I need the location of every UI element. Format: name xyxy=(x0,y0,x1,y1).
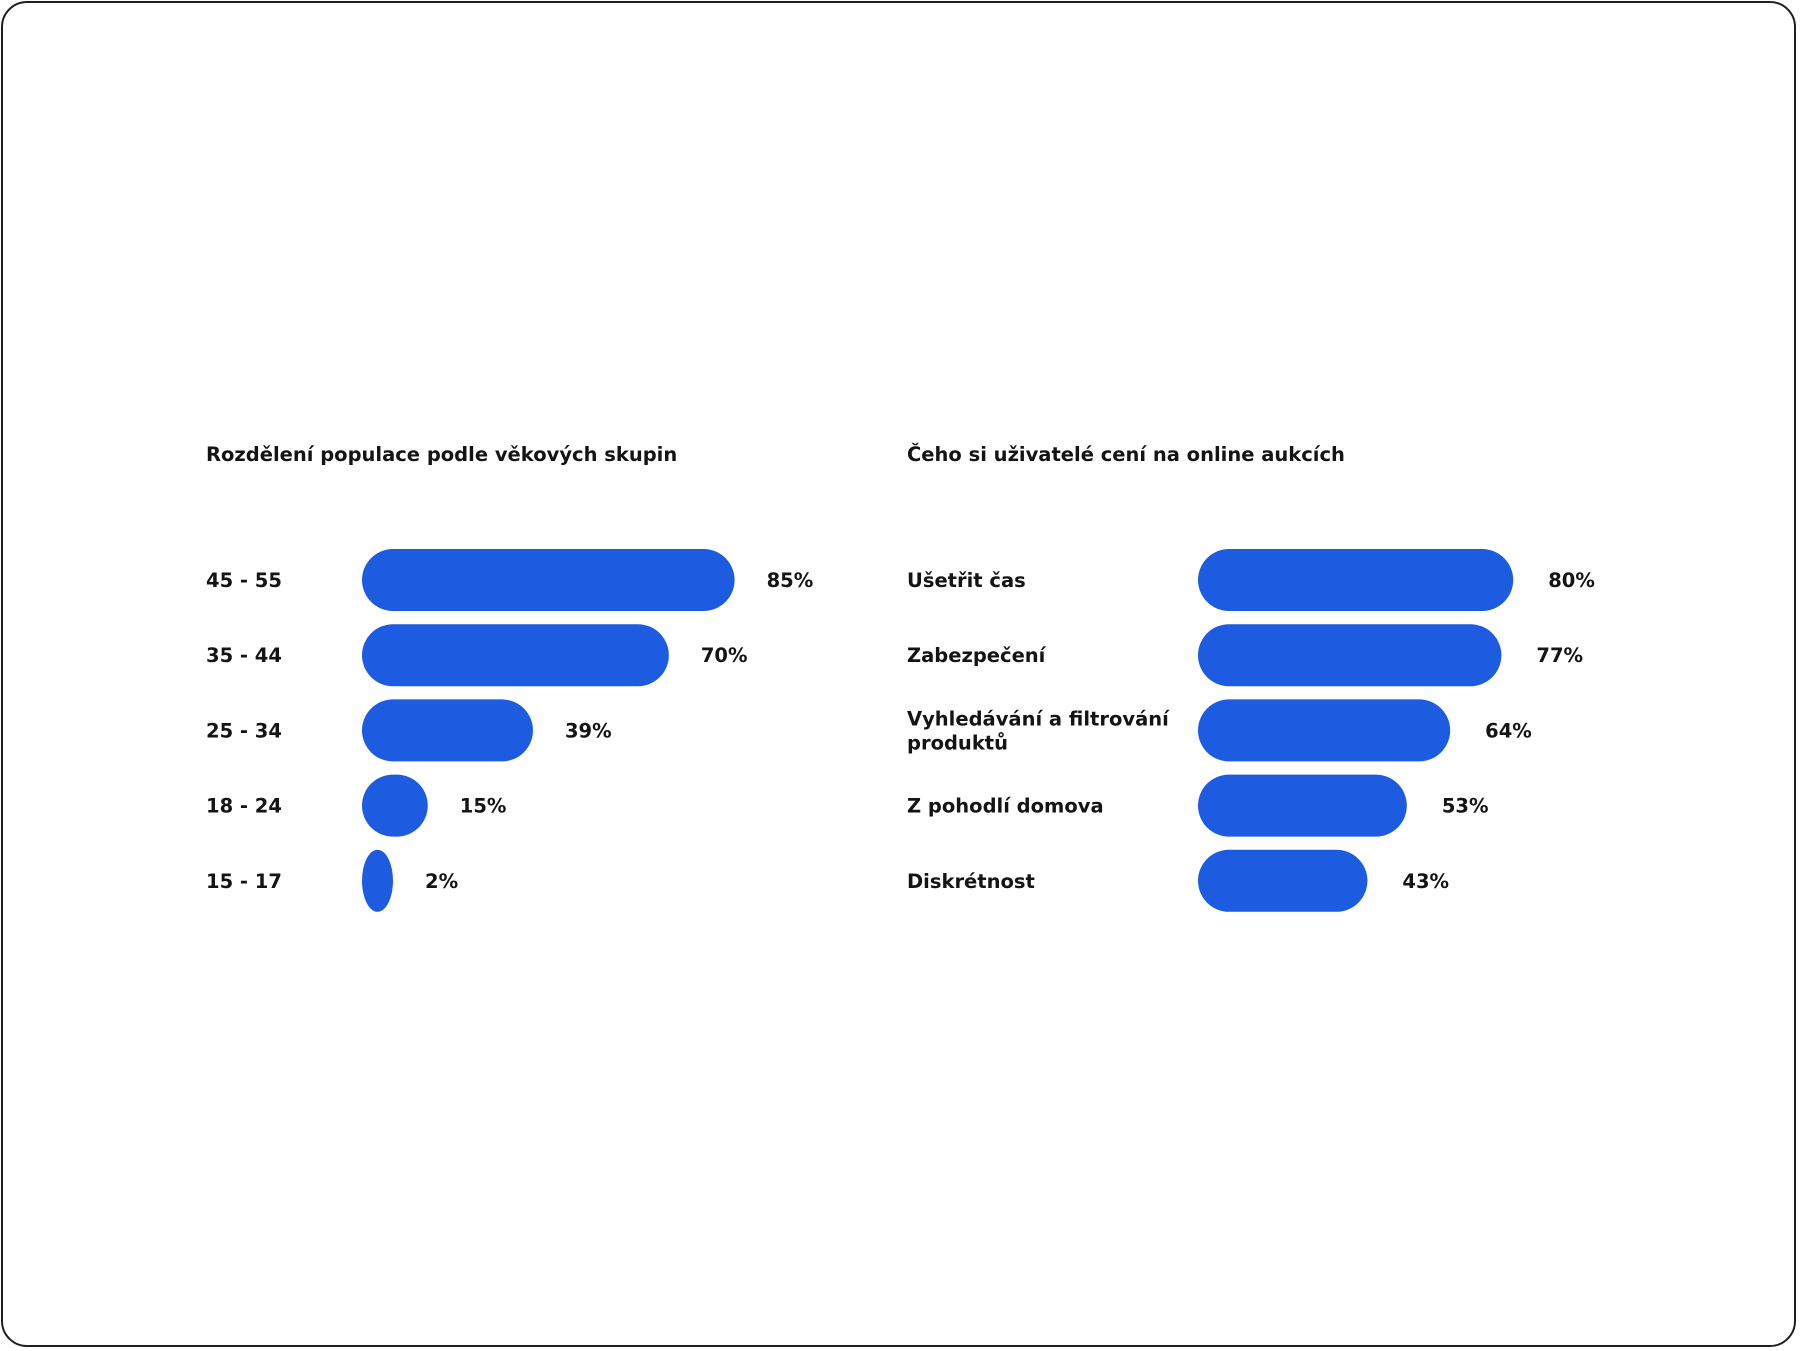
bar xyxy=(362,549,735,611)
category-label: 15 - 17 xyxy=(206,870,282,893)
category-label: 35 - 44 xyxy=(206,644,282,667)
value-label: 70% xyxy=(701,644,748,667)
category-label-line: produktů xyxy=(907,731,1008,754)
value-label: 77% xyxy=(1536,644,1583,667)
bar xyxy=(362,699,533,762)
bar xyxy=(1198,849,1368,912)
category-label: 18 - 24 xyxy=(206,795,282,818)
category-label-line: 18 - 24 xyxy=(206,795,282,818)
bar xyxy=(1198,624,1502,687)
bar xyxy=(362,774,428,837)
category-label: 45 - 55 xyxy=(206,569,282,592)
chart-title: Čeho si uživatelé cení na online aukcích xyxy=(907,442,1345,466)
value-label: 15% xyxy=(460,795,507,818)
value-label: 39% xyxy=(565,719,612,742)
category-label: 25 - 34 xyxy=(206,719,282,742)
value-label: 80% xyxy=(1548,569,1595,592)
category-label: Ušetřit čas xyxy=(907,569,1026,592)
value-label: 43% xyxy=(1402,870,1449,893)
chart-title: Rozdělení populace podle věkových skupin xyxy=(206,443,677,466)
category-label-line: 35 - 44 xyxy=(206,644,282,667)
category-label-line: Vyhledávání a filtrování xyxy=(907,707,1170,730)
category-label-line: Z pohodlí domova xyxy=(907,795,1104,818)
category-label-line: Diskrétnost xyxy=(907,870,1035,893)
category-label-line: Zabezpečení xyxy=(907,644,1047,667)
category-label-line: Ušetřit čas xyxy=(907,569,1026,592)
auction-values-chart: Čeho si uživatelé cení na online aukcích… xyxy=(907,442,1595,912)
bar xyxy=(1198,774,1407,837)
category-label: Diskrétnost xyxy=(907,870,1035,893)
category-label: Vyhledávání a filtrování produktů xyxy=(907,707,1170,754)
category-label-line: 25 - 34 xyxy=(206,719,282,742)
category-label: Z pohodlí domova xyxy=(907,795,1104,818)
value-label: 85% xyxy=(767,569,814,592)
bar xyxy=(1198,549,1514,611)
value-label: 2% xyxy=(425,870,458,893)
value-label: 53% xyxy=(1442,795,1489,818)
category-label: Zabezpečení xyxy=(907,644,1047,667)
value-label: 64% xyxy=(1485,719,1532,742)
category-label-line: 15 - 17 xyxy=(206,870,282,893)
age-groups-chart: Rozdělení populace podle věkových skupin… xyxy=(206,443,813,912)
category-label-line: 45 - 55 xyxy=(206,569,282,592)
bar xyxy=(362,849,393,912)
bar xyxy=(1198,699,1451,762)
bar xyxy=(362,624,669,687)
